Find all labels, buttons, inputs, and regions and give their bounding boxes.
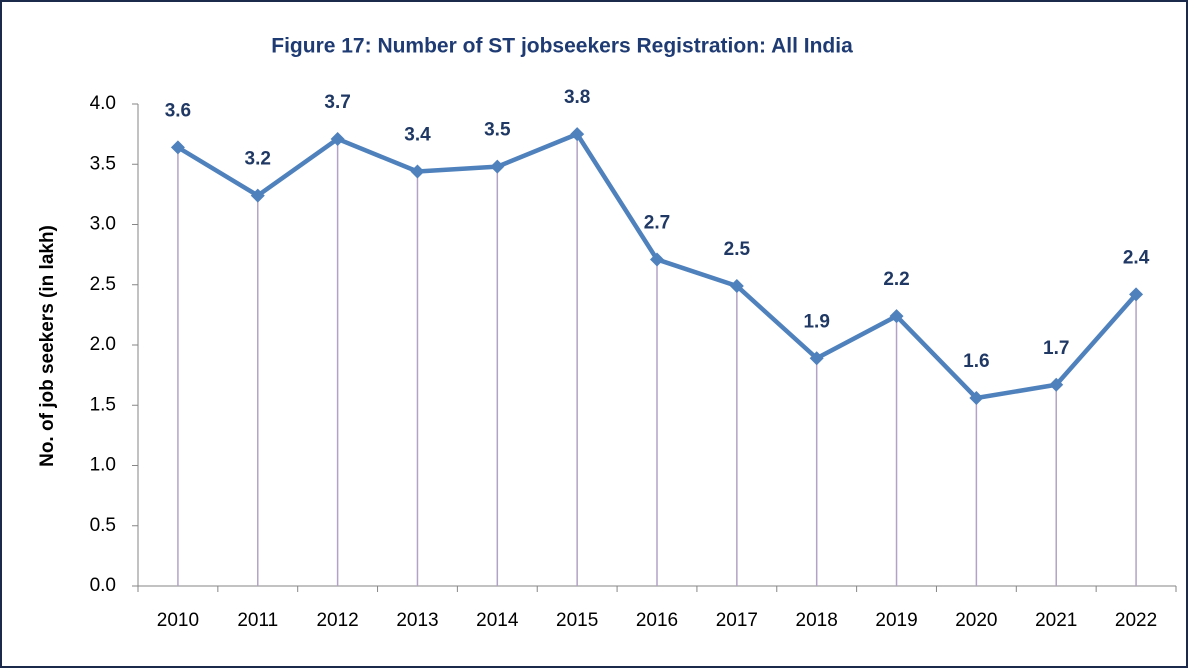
y-tick-label: 2.0 bbox=[90, 334, 116, 355]
x-tick-label: 2013 bbox=[396, 610, 438, 631]
marker bbox=[250, 188, 265, 203]
data-label: 3.7 bbox=[324, 92, 350, 113]
x-tick-label: 2014 bbox=[476, 610, 519, 631]
data-label: 2.7 bbox=[644, 212, 670, 233]
data-label: 2.4 bbox=[1123, 247, 1150, 268]
data-label: 3.5 bbox=[484, 120, 511, 141]
marker bbox=[729, 278, 744, 293]
x-tick-label: 2017 bbox=[716, 610, 758, 631]
data-label: 1.7 bbox=[1043, 338, 1069, 359]
data-label: 3.2 bbox=[245, 149, 271, 170]
marker bbox=[650, 252, 664, 267]
marker bbox=[330, 131, 345, 146]
marker bbox=[889, 309, 904, 324]
y-tick-label: 2.5 bbox=[90, 274, 116, 295]
data-label: 3.6 bbox=[165, 100, 191, 121]
x-tick-label: 2012 bbox=[316, 610, 358, 631]
x-tick-label: 2019 bbox=[875, 610, 917, 631]
x-tick-label: 2011 bbox=[237, 610, 278, 631]
data-label: 3.8 bbox=[564, 87, 590, 108]
x-tick-label: 2016 bbox=[636, 610, 678, 631]
x-tick-label: 2018 bbox=[796, 610, 838, 631]
marker bbox=[570, 127, 585, 142]
y-tick-label: 0.0 bbox=[90, 575, 116, 596]
marker bbox=[809, 351, 824, 366]
data-label: 2.2 bbox=[883, 269, 909, 290]
marker bbox=[170, 140, 185, 155]
y-tick-label: 4.0 bbox=[90, 93, 116, 114]
data-label: 3.4 bbox=[404, 124, 431, 145]
data-label: 1.9 bbox=[803, 311, 829, 332]
y-tick-label: 1.5 bbox=[90, 394, 116, 415]
y-tick-label: 0.5 bbox=[90, 515, 116, 536]
x-tick-label: 2022 bbox=[1115, 610, 1157, 631]
data-label: 1.6 bbox=[963, 351, 989, 372]
x-tick-label: 2021 bbox=[1035, 610, 1077, 631]
y-tick-label: 1.0 bbox=[90, 455, 116, 476]
marker bbox=[969, 391, 984, 406]
data-label: 2.5 bbox=[724, 239, 751, 260]
x-tick-label: 2015 bbox=[556, 610, 598, 631]
marker bbox=[410, 164, 425, 179]
marker bbox=[490, 159, 505, 174]
chart-title: Figure 17: Number of ST jobseekers Regis… bbox=[271, 35, 853, 58]
marker bbox=[1049, 377, 1064, 392]
y-axis-label: No. of job seekers (in lakh) bbox=[37, 225, 58, 467]
y-tick-label: 3.0 bbox=[90, 214, 116, 235]
x-tick-label: 2010 bbox=[157, 610, 199, 631]
y-tick-label: 3.5 bbox=[90, 153, 116, 174]
x-tick-label: 2020 bbox=[955, 610, 997, 631]
marker bbox=[1129, 287, 1144, 302]
